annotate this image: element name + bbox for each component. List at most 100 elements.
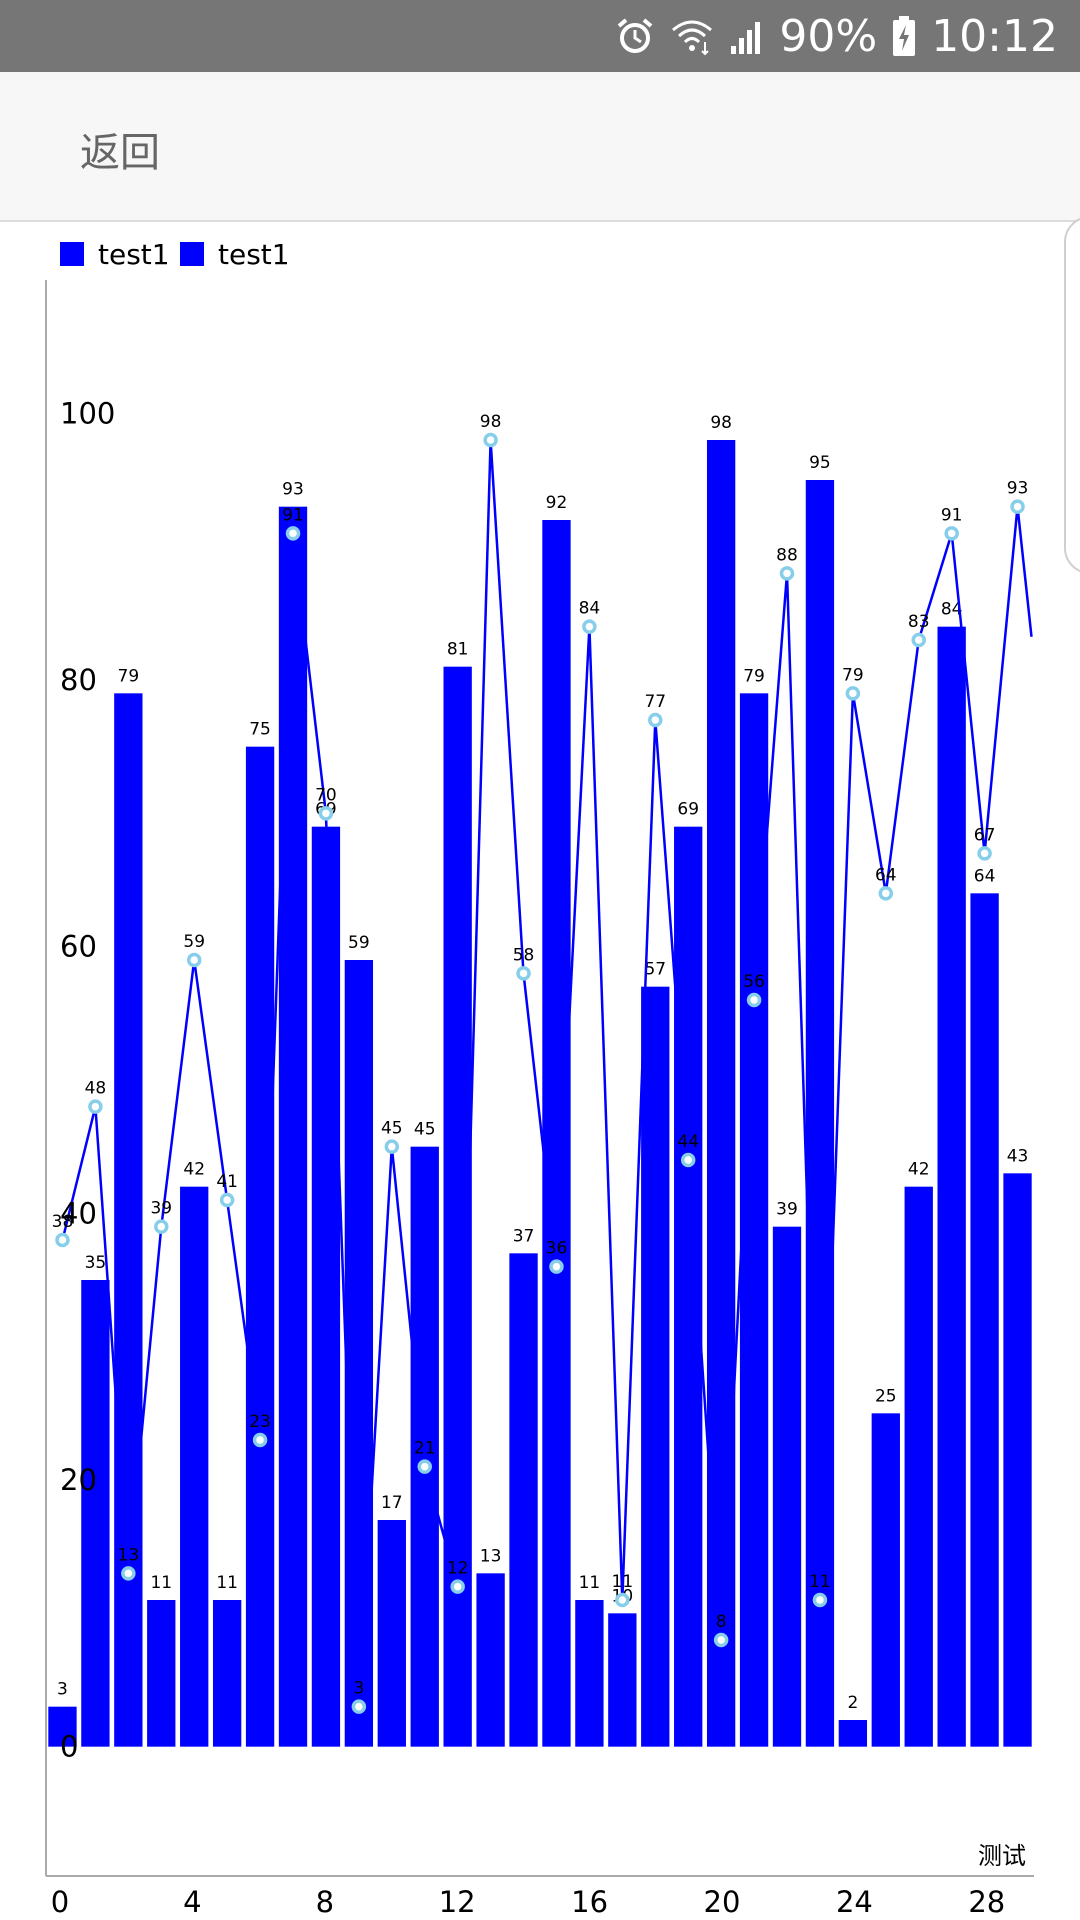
line-value-label: 84 <box>579 599 601 619</box>
x-axis-labels: 0 4 8 12 16 20 24 28 <box>51 1885 1005 1919</box>
line-value-label: 56 <box>743 972 765 992</box>
app-bar: 返回 <box>0 72 1080 222</box>
line-value-label: 41 <box>216 1172 238 1192</box>
bar-value-label: 79 <box>118 666 140 686</box>
line-point <box>351 1699 367 1714</box>
line-value-label: 67 <box>974 825 996 845</box>
bar-value-label: 11 <box>579 1573 601 1593</box>
line-value-label: 98 <box>480 412 502 432</box>
line-point <box>911 632 926 648</box>
bar-value-label: 17 <box>381 1493 403 1513</box>
line-point <box>483 432 498 448</box>
line-value-label: 11 <box>809 1572 831 1592</box>
line-point <box>55 1232 70 1248</box>
line-value-label: 45 <box>381 1119 403 1139</box>
legend-swatch <box>60 242 84 266</box>
y-tick-label: 40 <box>60 1196 97 1230</box>
bar-value-label: 84 <box>941 600 963 620</box>
line-point <box>680 1152 696 1168</box>
line-point <box>219 1192 235 1208</box>
bar-value-label: 79 <box>743 666 765 686</box>
bar <box>772 1226 802 1747</box>
bar-value-label: 69 <box>677 800 699 820</box>
y-tick-label: 100 <box>60 396 115 430</box>
bar <box>542 520 571 1747</box>
x-tick-label: 4 <box>183 1885 201 1919</box>
x-tick-label: 8 <box>316 1885 334 1919</box>
line-point <box>516 966 531 981</box>
bar <box>377 1520 406 1747</box>
bar-value-label: 11 <box>150 1573 172 1593</box>
line-point <box>615 1592 630 1608</box>
chart-description: 测试 <box>978 1842 1026 1870</box>
bar <box>278 506 308 1747</box>
line-point <box>977 846 992 861</box>
bar-value-label: 39 <box>776 1200 798 1220</box>
line-point <box>154 1219 169 1234</box>
bar <box>48 1706 77 1747</box>
legend-label: test1 <box>98 238 170 271</box>
bar <box>180 1186 209 1747</box>
line-point <box>186 952 202 968</box>
bar-value-label: 2 <box>847 1693 858 1713</box>
bar-value-label: 75 <box>249 720 271 740</box>
bar-value-label: 25 <box>875 1386 897 1406</box>
line-value-label: 8 <box>716 1612 727 1632</box>
bar-value-label: 42 <box>183 1160 205 1180</box>
line-value-label: 79 <box>842 665 864 685</box>
x-tick-label: 20 <box>704 1885 741 1919</box>
bar <box>937 626 966 1747</box>
y-tick-label: 0 <box>60 1730 78 1764</box>
bar-value-label: 59 <box>348 933 370 953</box>
bar-value-label: 64 <box>974 866 996 886</box>
y-tick-label: 80 <box>60 663 97 697</box>
x-tick-label: 0 <box>51 1885 69 1919</box>
bar <box>904 1186 933 1747</box>
legend-label: test1 <box>218 238 290 271</box>
back-button[interactable]: 返回 <box>80 130 160 176</box>
bar <box>147 1600 176 1747</box>
bar <box>805 480 835 1747</box>
line-value-label: 36 <box>546 1239 568 1259</box>
bar <box>344 960 374 1747</box>
bar <box>970 893 999 1747</box>
bar-value-label: 43 <box>1007 1146 1029 1166</box>
line-value-label: 64 <box>875 865 897 885</box>
bar <box>706 440 736 1747</box>
line-point <box>779 566 795 581</box>
y-tick-label: 20 <box>60 1463 97 1497</box>
bar-value-label: 57 <box>644 960 666 980</box>
bar <box>575 1600 604 1747</box>
bar-value-label: 11 <box>216 1573 238 1593</box>
line-value-label: 88 <box>776 545 798 565</box>
bar <box>509 1253 538 1747</box>
line-value-label: 12 <box>447 1559 469 1579</box>
x-tick-label: 24 <box>836 1885 873 1919</box>
line-point <box>450 1579 465 1594</box>
line-value-label: 11 <box>612 1572 634 1592</box>
line-point <box>878 886 894 901</box>
bar-value-label: 81 <box>447 640 469 660</box>
bar-value-label: 37 <box>513 1226 535 1246</box>
line-point <box>252 1432 268 1448</box>
y-axis-labels: 0 20 40 60 80 100 <box>60 396 115 1763</box>
line-point <box>318 806 334 821</box>
line-value-label: 93 <box>1007 479 1029 499</box>
line-value-label: 38 <box>52 1212 74 1232</box>
line-value-label: 77 <box>644 692 666 712</box>
line-value-label: 23 <box>249 1412 271 1432</box>
bar <box>1003 1173 1032 1747</box>
status-right: 90% 10:12 <box>615 0 1058 72</box>
bar <box>739 693 769 1747</box>
chart-axes <box>45 280 1034 1877</box>
line-point <box>121 1566 136 1581</box>
battery-percent: 90% <box>779 10 878 62</box>
bar <box>311 826 341 1747</box>
bar-value-label: 3 <box>57 1680 68 1700</box>
bar <box>608 1613 637 1747</box>
line-value-labels: 3848133959412391703452112985836841177448… <box>52 412 1029 1699</box>
line-point <box>746 992 762 1008</box>
bar-value-label: 92 <box>546 493 568 513</box>
line-point <box>944 526 959 541</box>
